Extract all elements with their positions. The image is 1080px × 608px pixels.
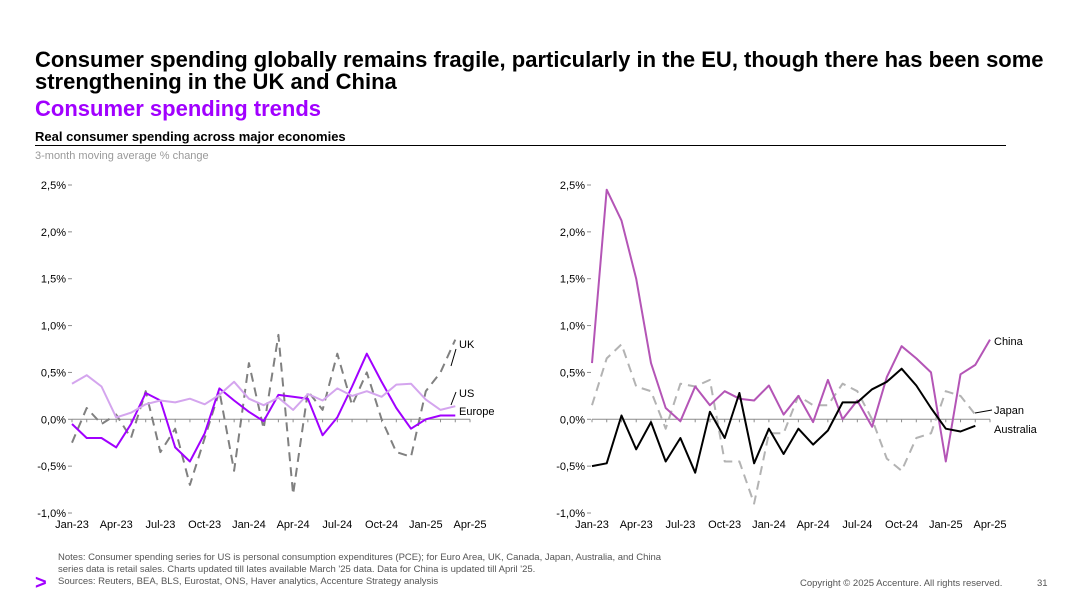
page-number: 31: [1037, 578, 1048, 589]
chart-1-y-tick-label: 0,5%: [41, 367, 66, 379]
chart-2-x-tick-label: Jan-24: [752, 519, 786, 531]
chart-2-y-tick-label: 1,5%: [560, 274, 585, 286]
chart-2-x-tick-label: Apr-24: [797, 519, 830, 531]
notes-line-2: series data is retail sales. Charts upda…: [58, 564, 536, 575]
chart-1-x-tick-label: Jan-25: [409, 519, 443, 531]
notes-line-1: Notes: Consumer spending series for US i…: [58, 552, 662, 563]
charts-canvas: 2,5%2,0%1,5%1,0%0,5%0,0%-0,5%-1,0%Jan-23…: [37, 180, 1038, 531]
chart-1-y-tick-label: 1,5%: [41, 274, 66, 286]
chart-1-y-tick-label: 0,0%: [41, 414, 66, 426]
chart-2-y-tick-label: -1,0%: [556, 508, 585, 520]
chart-1-y-tick-label: -1,0%: [37, 508, 66, 520]
series-label-us: US: [459, 388, 474, 400]
series-line-australia: [591, 343, 977, 505]
series-line-us: [71, 352, 456, 463]
chart-2-x-tick-label: Jan-23: [575, 519, 609, 531]
chart-1-x-tick-label: Apr-25: [453, 519, 486, 531]
chart-2-y-tick-label: -0,5%: [556, 461, 585, 473]
series-label-uk: UK: [459, 339, 475, 351]
chart-2-x-tick-label: Jul-23: [665, 519, 695, 531]
series-label-australia: Australia: [994, 424, 1038, 436]
chart-title: Real consumer spending across major econ…: [35, 129, 346, 144]
chart-2-y-tick-label: 2,5%: [560, 180, 585, 192]
series-connector-uk: [450, 348, 457, 367]
chart-1-x-tick-label: Jul-24: [322, 519, 352, 531]
series-label-europe: Europe: [459, 406, 494, 418]
accenture-logo-icon: >: [35, 572, 47, 594]
notes: Notes: Consumer spending series for US i…: [58, 552, 778, 588]
title-rule: [35, 145, 1006, 146]
chart-2-y-tick-label: 1,0%: [560, 321, 585, 333]
chart-1-x-tick-label: Apr-24: [277, 519, 310, 531]
series-line-china: [591, 188, 991, 463]
series-line-uk: [71, 333, 457, 496]
chart-2-x-tick-label: Jul-24: [842, 519, 872, 531]
chart-2-y-tick-label: 0,5%: [560, 367, 585, 379]
series-label-japan: Japan: [994, 405, 1024, 417]
series-line-europe: [71, 374, 456, 419]
copyright: Copyright © 2025 Accenture. All rights r…: [800, 578, 1003, 589]
chart-1-x-tick-label: Oct-23: [188, 519, 221, 531]
series-label-china: China: [994, 336, 1024, 348]
series-connector-us: [450, 391, 457, 406]
subheadline: Consumer spending trends: [35, 96, 322, 121]
chart-1-x-tick-label: Oct-24: [365, 519, 398, 531]
chart-1-y-tick-label: 2,0%: [41, 227, 66, 239]
chart-2-y-tick-label: 2,0%: [560, 227, 585, 239]
chart-1-y-tick-label: -0,5%: [37, 461, 66, 473]
chart-1-y-tick-label: 2,5%: [41, 180, 66, 192]
notes-line-3: Sources: Reuters, BEA, BLS, Eurostat, ON…: [58, 576, 439, 587]
chart-2-x-tick-label: Oct-23: [708, 519, 741, 531]
headline: Consumer spending globally remains fragi…: [35, 47, 1044, 94]
chart-2-x-tick-label: Oct-24: [885, 519, 918, 531]
chart-1-x-tick-label: Jan-24: [232, 519, 266, 531]
chart-1-x-tick-label: Jan-23: [55, 519, 89, 531]
series-connector-japan: [974, 409, 993, 414]
chart-2-x-tick-label: Jan-25: [929, 519, 963, 531]
chart-2-y-tick-label: 0,0%: [560, 414, 585, 426]
chart-2-x-tick-label: Apr-25: [973, 519, 1006, 531]
chart-2-x-tick-label: Apr-23: [620, 519, 653, 531]
series-line-japan: [591, 367, 976, 474]
chart-1-y-tick-label: 1,0%: [41, 321, 66, 333]
chart-subtitle: 3-month moving average % change: [35, 150, 209, 162]
chart-1-x-tick-label: Apr-23: [100, 519, 133, 531]
chart-1-x-tick-label: Jul-23: [145, 519, 175, 531]
